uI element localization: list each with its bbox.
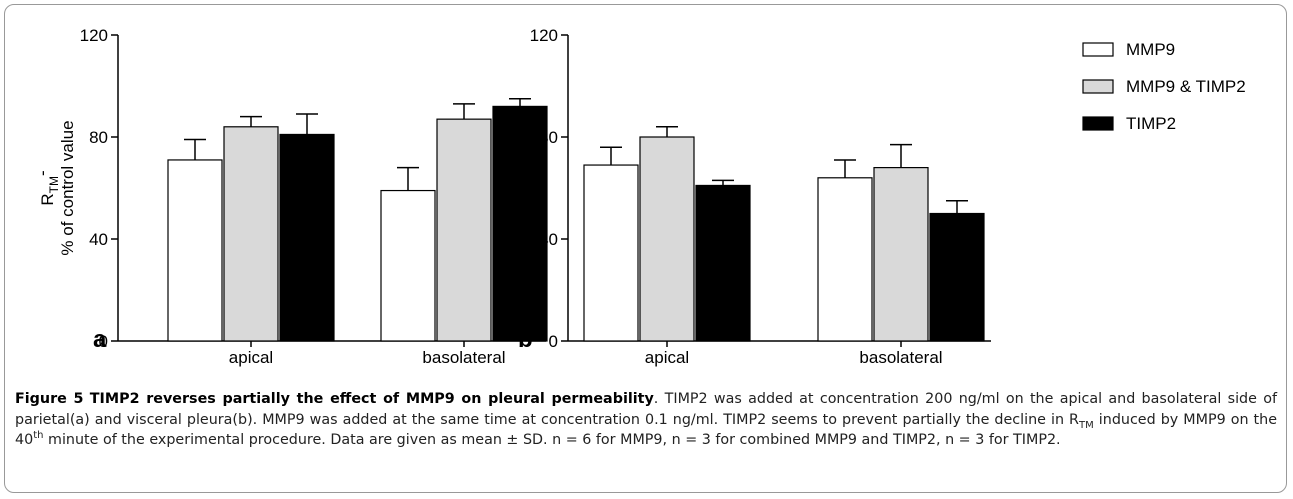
caption-label: Figure 5 <box>15 391 84 407</box>
y-tick-label: 0 <box>549 332 558 351</box>
y-tick-label: 120 <box>530 26 558 45</box>
y-tick-label: 80 <box>539 128 558 147</box>
x-tick-label: basolateral <box>859 348 942 367</box>
caption-sub: TM <box>1079 419 1094 431</box>
bar <box>223 126 279 342</box>
panel-label: b <box>518 326 533 353</box>
bar <box>279 133 335 342</box>
bar <box>167 159 223 342</box>
y-tick-label: 0 <box>99 332 108 351</box>
legend-swatch <box>1082 116 1114 131</box>
bar <box>436 118 492 342</box>
y-axis-label: % of control value <box>58 120 77 255</box>
bar <box>695 184 751 342</box>
legend-swatch <box>1082 79 1114 94</box>
bar <box>492 105 548 342</box>
caption: Figure 5 TIMP2 reverses partially the ef… <box>15 389 1277 451</box>
y-axis-label: RTM- <box>33 170 61 205</box>
y-axis-label-suffix: - <box>33 170 52 176</box>
y-tick-label: 120 <box>80 26 108 45</box>
y-axis-label-main: R <box>38 193 57 205</box>
x-tick-label: apical <box>229 348 273 367</box>
chart: 0 40 80 120 a apical basolateral RTM-% of contr… <box>33 26 1246 367</box>
y-tick-label: 40 <box>89 230 108 249</box>
x-tick-label: basolateral <box>422 348 505 367</box>
bar <box>929 212 985 342</box>
bar <box>583 164 639 342</box>
y-tick-label: 80 <box>89 128 108 147</box>
panel-label: a <box>93 326 107 353</box>
caption-text: minute of the experimental procedure. Da… <box>43 432 1061 448</box>
figure: 0 40 80 120 a apical basolateral RTM-% of contr… <box>4 4 1287 493</box>
legend-label: MMP9 <box>1126 40 1175 59</box>
y-tick-label: 40 <box>539 230 558 249</box>
legend-label: TIMP2 <box>1126 114 1176 133</box>
bar <box>817 177 873 342</box>
caption-text: induced by MMP9 on the 40 <box>15 411 1277 449</box>
legend-label: MMP9 & TIMP2 <box>1126 77 1246 96</box>
caption-title: TIMP2 reverses partially the effect of M… <box>89 391 654 407</box>
x-tick-label: apical <box>645 348 689 367</box>
caption-sup: th <box>33 430 44 442</box>
caption-text: . TIMP2 was added at concentration 200 n… <box>15 391 1277 428</box>
bar <box>380 189 436 342</box>
legend-swatch <box>1082 42 1114 57</box>
y-axis-label-sub: TM <box>47 176 61 193</box>
bar <box>873 167 929 342</box>
bar <box>639 136 695 342</box>
